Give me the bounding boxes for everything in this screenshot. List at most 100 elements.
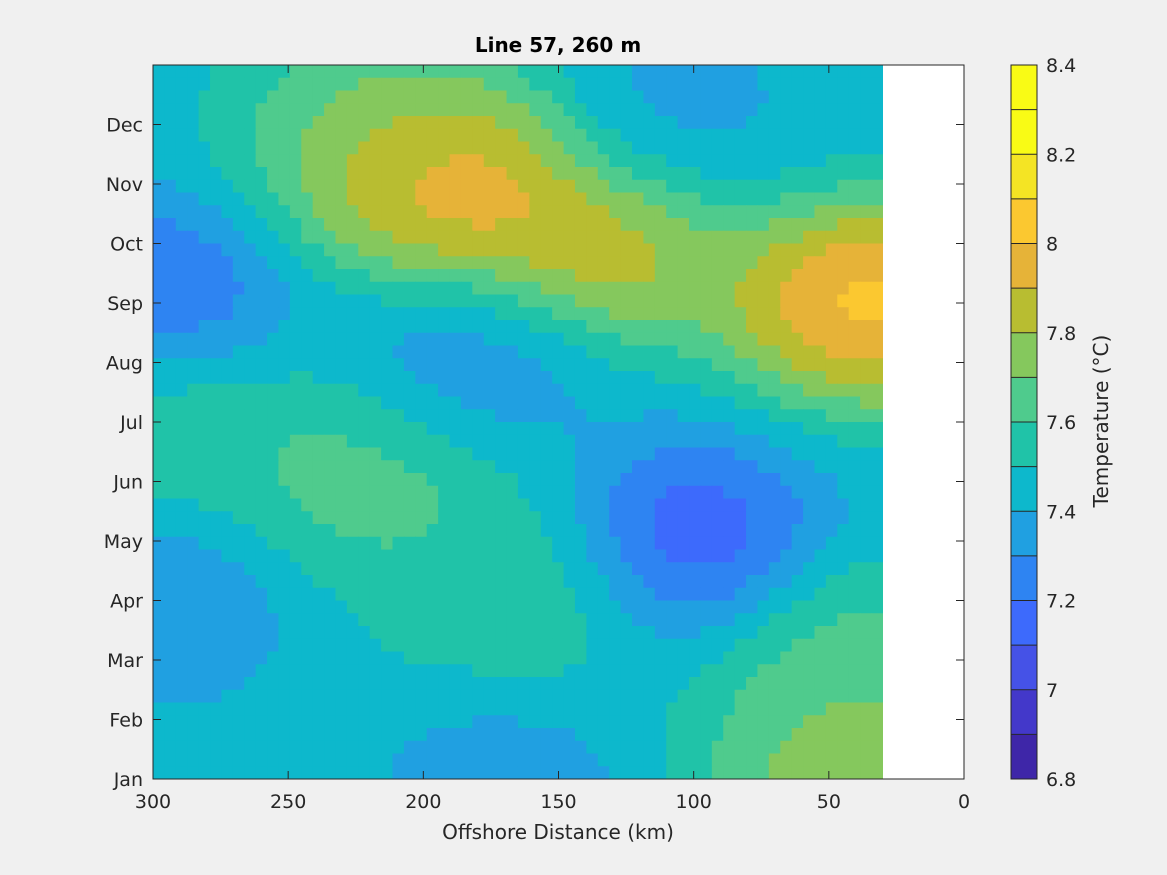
contour-cell (506, 677, 519, 691)
contour-cell (620, 524, 633, 538)
contour-cell (597, 90, 610, 104)
y-tick-label: Jul (119, 412, 143, 434)
contour-cell (438, 230, 451, 245)
contour-cell (495, 549, 508, 563)
contour-cell (540, 281, 553, 296)
contour-cell (620, 638, 633, 653)
contour-cell (403, 65, 416, 79)
contour-cell (187, 307, 200, 321)
contour-cell (289, 460, 302, 474)
contour-cell (700, 345, 713, 359)
contour-cell (632, 358, 644, 372)
contour-cell (848, 141, 861, 155)
contour-cell (301, 154, 314, 168)
contour-cell (438, 77, 451, 92)
contour-cell (495, 128, 508, 143)
contour-cell (358, 422, 371, 436)
contour-cell (734, 269, 747, 283)
contour-cell (472, 230, 485, 245)
contour-cell (232, 345, 245, 359)
contour-cell (153, 740, 165, 755)
contour-cell (346, 243, 359, 257)
contour-cell (643, 90, 656, 104)
contour-cell (312, 498, 325, 512)
contour-cell (723, 626, 736, 640)
contour-cell (597, 167, 610, 181)
contour-cell (346, 460, 359, 474)
contour-cell (734, 281, 747, 296)
contour-cell (335, 358, 348, 372)
contour-cell (460, 230, 473, 245)
contour-cell (803, 524, 816, 538)
contour-cell (449, 396, 462, 410)
contour-cell (153, 702, 165, 716)
contour-cell (426, 498, 439, 512)
contour-cell (232, 587, 245, 602)
contour-cell (654, 447, 667, 461)
contour-cell (426, 294, 439, 308)
contour-cell (723, 192, 736, 206)
contour-cell (335, 77, 348, 92)
contour-cell (415, 626, 428, 640)
contour-cell (175, 651, 188, 665)
contour-cell (563, 651, 576, 665)
contour-cell (187, 77, 200, 92)
contour-cell (164, 715, 177, 729)
contour-cell (574, 65, 587, 79)
contour-cell (460, 626, 473, 640)
contour-cell (506, 371, 519, 385)
contour-cell (278, 524, 291, 538)
contour-cell (495, 358, 508, 372)
contour-cell (803, 728, 816, 742)
contour-cell (381, 358, 394, 372)
contour-cell (814, 294, 827, 308)
contour-cell (711, 320, 724, 334)
contour-cell (495, 485, 508, 500)
contour-cell (734, 358, 747, 372)
contour-cell (232, 281, 245, 296)
contour-cell (255, 613, 268, 627)
contour-cell (483, 536, 496, 551)
contour-cell (734, 396, 747, 410)
contour-cell (609, 371, 622, 385)
contour-cell (723, 766, 736, 779)
contour-cell (438, 103, 451, 117)
contour-cell (472, 167, 485, 181)
contour-cell (689, 205, 702, 219)
contour-cell (415, 460, 428, 474)
contour-cell (757, 116, 770, 130)
contour-cell (438, 524, 451, 538)
contour-cell (460, 677, 473, 691)
contour-cell (757, 575, 770, 589)
contour-cell (700, 600, 713, 614)
contour-cell (632, 281, 644, 296)
contour-cell (483, 294, 496, 308)
contour-cell (415, 218, 428, 232)
contour-cell (506, 434, 519, 449)
contour-cell (529, 434, 542, 449)
contour-cell (335, 205, 348, 219)
contour-cell (221, 371, 234, 385)
contour-cell (187, 205, 200, 219)
contour-cell (153, 256, 165, 270)
contour-cell (746, 613, 759, 627)
contour-cell (460, 77, 473, 92)
contour-cell (301, 753, 314, 767)
contour-cell (221, 536, 234, 551)
contour-cell (837, 154, 850, 168)
contour-cell (654, 422, 667, 436)
contour-cell (506, 167, 519, 181)
contour-cell (791, 281, 804, 296)
contour-cell (278, 766, 291, 779)
contour-cell (746, 128, 759, 143)
contour-cell (848, 77, 861, 92)
contour-cell (426, 154, 439, 168)
contour-cell (153, 294, 165, 308)
contour-cell (312, 167, 325, 181)
contour-cell (734, 473, 747, 487)
contour-cell (506, 65, 519, 79)
contour-cell (540, 154, 553, 168)
contour-cell (483, 90, 496, 104)
contour-cell (472, 689, 485, 704)
